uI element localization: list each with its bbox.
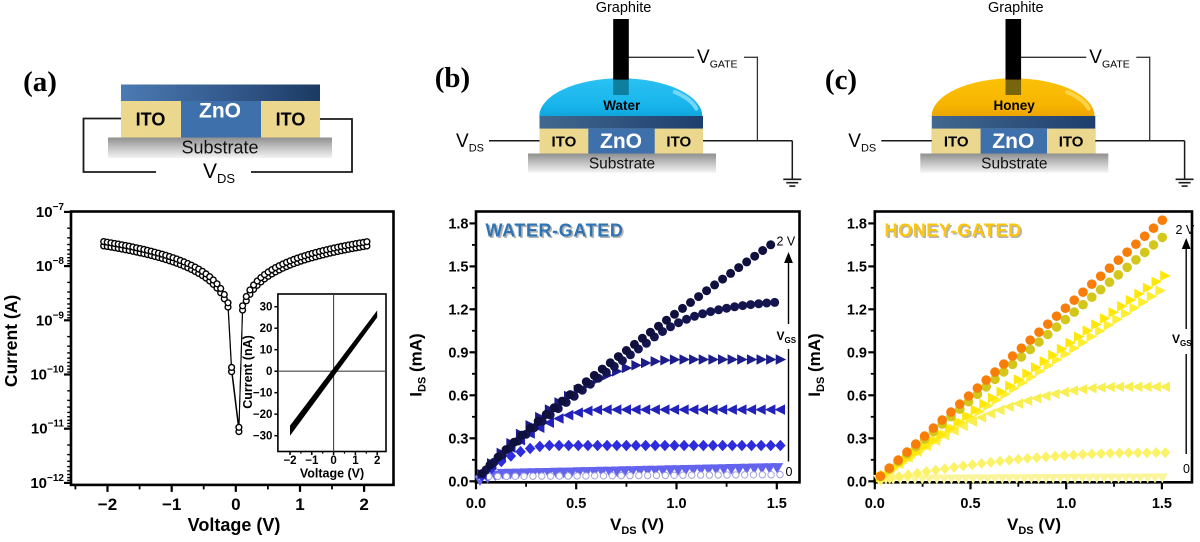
svg-text:ITO: ITO <box>276 110 306 130</box>
svg-text:(b): (b) <box>435 62 470 94</box>
svg-text:Substrate: Substrate <box>181 138 258 158</box>
svg-text:Honey: Honey <box>993 98 1035 113</box>
svg-text:ZnO: ZnO <box>600 130 642 153</box>
svg-text:0.0: 0.0 <box>865 496 885 512</box>
svg-text:2: 2 <box>374 455 380 467</box>
svg-text:ZnO: ZnO <box>992 130 1034 153</box>
svg-text:1.2: 1.2 <box>448 302 468 318</box>
svg-text:0.6: 0.6 <box>847 388 867 404</box>
svg-text:1.5: 1.5 <box>1152 496 1172 512</box>
svg-text:−2: −2 <box>98 495 117 514</box>
svg-text:1: 1 <box>295 495 304 514</box>
svg-text:10: 10 <box>260 345 273 357</box>
svg-text:0: 0 <box>231 495 240 514</box>
svg-text:0: 0 <box>786 465 793 479</box>
svg-text:1.5: 1.5 <box>767 496 787 512</box>
svg-text:30: 30 <box>260 302 273 314</box>
svg-text:1.5: 1.5 <box>448 259 468 275</box>
svg-text:IDS (mA): IDS (mA) <box>805 333 827 396</box>
svg-text:Current (nA): Current (nA) <box>241 335 255 409</box>
svg-text:ZnO: ZnO <box>199 100 241 123</box>
svg-text:VDS (V): VDS (V) <box>1007 515 1061 537</box>
svg-text:2 V: 2 V <box>777 235 796 249</box>
svg-text:1: 1 <box>352 455 359 467</box>
svg-text:(c): (c) <box>825 64 857 96</box>
svg-text:0.3: 0.3 <box>448 431 468 447</box>
svg-text:Substrate: Substrate <box>589 156 655 173</box>
svg-text:HONEY-GATED: HONEY-GATED <box>886 222 1023 242</box>
svg-text:(a): (a) <box>23 66 57 98</box>
svg-text:0: 0 <box>330 455 336 467</box>
svg-text:2 V: 2 V <box>1176 223 1195 237</box>
svg-text:Substrate: Substrate <box>981 156 1047 173</box>
svg-text:−1: −1 <box>162 495 181 514</box>
svg-text:−2: −2 <box>283 455 296 467</box>
svg-text:ITO: ITO <box>1059 134 1084 151</box>
svg-text:1.0: 1.0 <box>666 496 686 512</box>
svg-text:VDS (V): VDS (V) <box>610 515 664 537</box>
svg-text:0: 0 <box>266 366 272 378</box>
svg-text:−20: −20 <box>253 409 273 421</box>
svg-text:−1: −1 <box>305 455 319 467</box>
svg-text:0.9: 0.9 <box>448 345 468 361</box>
svg-text:−10: −10 <box>253 388 273 400</box>
svg-text:Current (A): Current (A) <box>1 295 21 387</box>
svg-text:1.5: 1.5 <box>847 259 867 275</box>
svg-text:Voltage (V): Voltage (V) <box>300 467 364 481</box>
svg-text:0.0: 0.0 <box>847 474 867 490</box>
svg-text:0: 0 <box>1183 462 1190 476</box>
svg-text:1.2: 1.2 <box>847 302 867 318</box>
svg-text:HONEY-GATED: HONEY-GATED <box>885 221 1022 241</box>
svg-text:Graphite: Graphite <box>988 0 1044 16</box>
svg-text:WATER-GATED: WATER-GATED <box>487 222 625 242</box>
svg-text:ITO: ITO <box>944 134 969 151</box>
svg-text:0.9: 0.9 <box>847 345 867 361</box>
svg-text:Graphite: Graphite <box>596 0 652 16</box>
svg-text:1.0: 1.0 <box>1056 496 1076 512</box>
svg-text:Voltage (V): Voltage (V) <box>188 515 281 535</box>
svg-text:0.5: 0.5 <box>960 496 980 512</box>
svg-text:0.0: 0.0 <box>466 496 486 512</box>
svg-text:ITO: ITO <box>666 134 691 151</box>
svg-text:Water: Water <box>603 98 641 113</box>
svg-text:0.6: 0.6 <box>448 388 468 404</box>
svg-text:WATER-GATED: WATER-GATED <box>486 221 624 241</box>
svg-text:2: 2 <box>359 495 368 514</box>
svg-text:0.5: 0.5 <box>566 496 586 512</box>
svg-text:0.0: 0.0 <box>448 474 468 490</box>
svg-text:−30: −30 <box>253 431 273 443</box>
svg-text:0.3: 0.3 <box>847 431 867 447</box>
svg-text:1.8: 1.8 <box>847 216 867 232</box>
svg-text:ITO: ITO <box>552 134 577 151</box>
svg-text:ITO: ITO <box>136 110 166 130</box>
svg-text:20: 20 <box>260 323 273 335</box>
svg-text:1.8: 1.8 <box>448 216 468 232</box>
